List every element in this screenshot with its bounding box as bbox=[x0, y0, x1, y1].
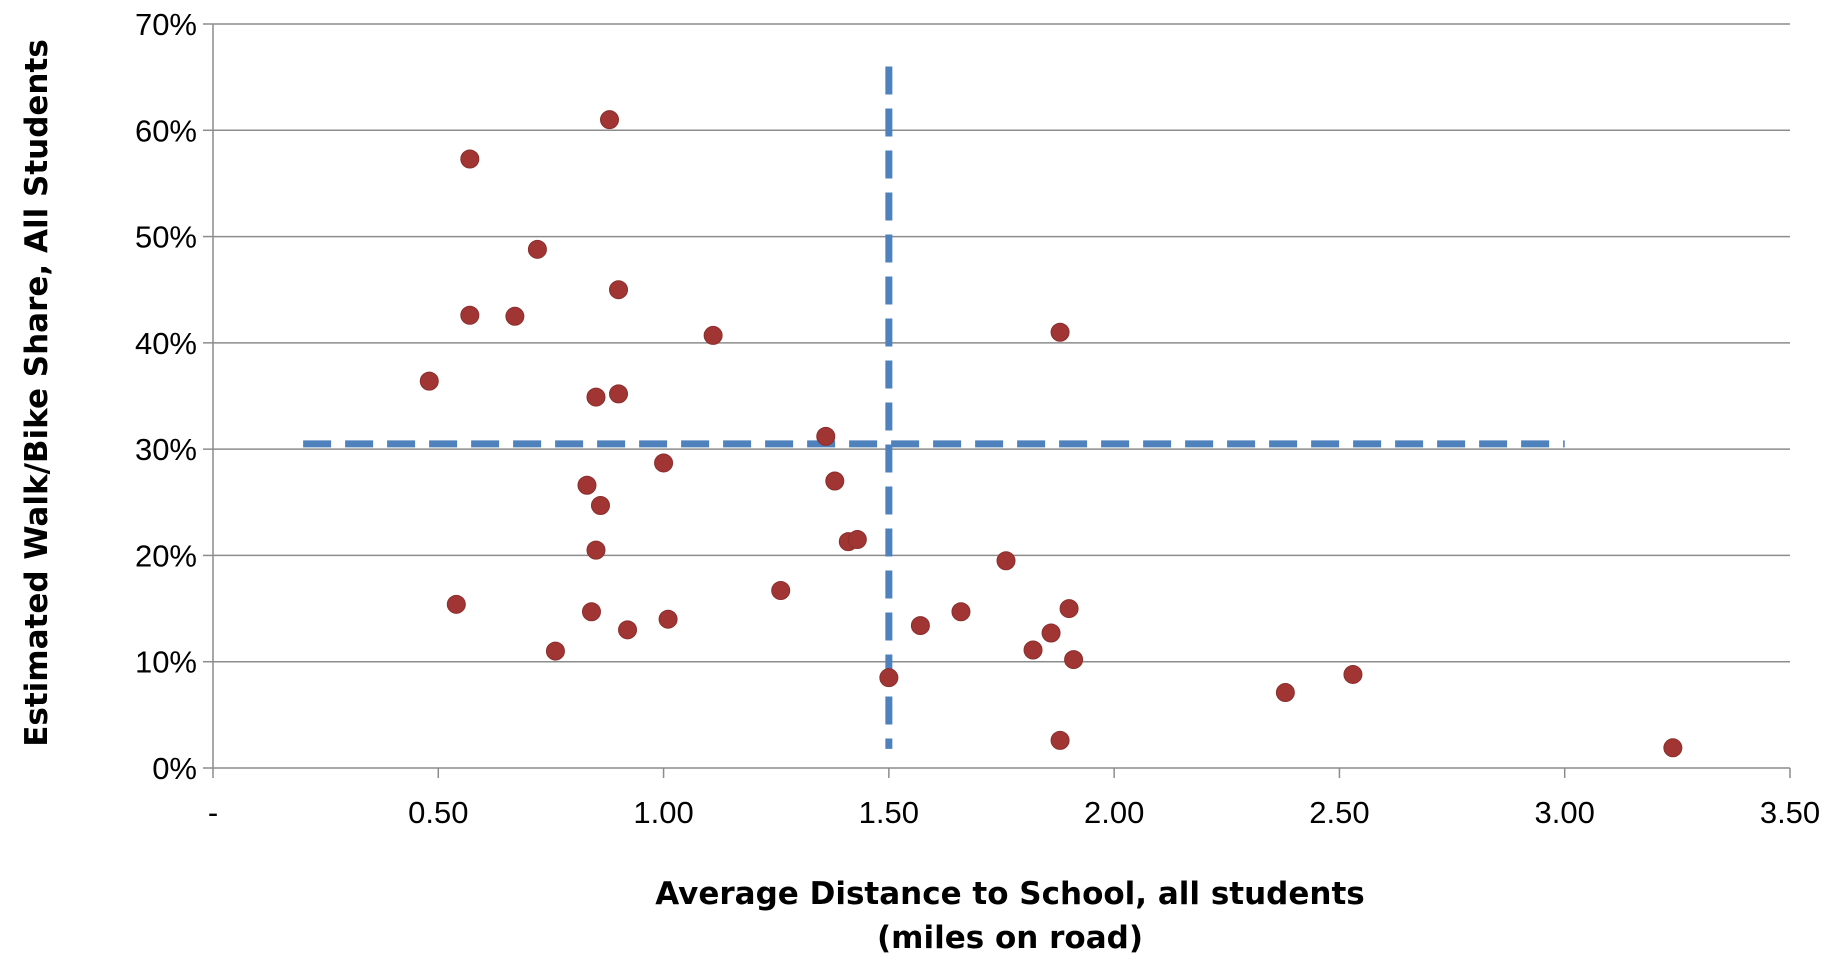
scatter-point bbox=[505, 306, 525, 326]
y-tick-label: 70% bbox=[135, 7, 197, 42]
scatter-point bbox=[609, 280, 629, 300]
scatter-point bbox=[586, 540, 606, 560]
scatter-point bbox=[771, 581, 791, 601]
scatter-point bbox=[1023, 640, 1043, 660]
y-tick-label: 20% bbox=[135, 538, 197, 573]
y-axis-title: Estimated Walk/Bike Share, All Students bbox=[19, 39, 55, 747]
y-tick-label: 0% bbox=[152, 751, 197, 786]
scatter-point bbox=[545, 641, 565, 661]
scatter-point bbox=[703, 325, 723, 345]
scatter-point bbox=[825, 471, 845, 491]
tick-labels: 0% 10% 20% 30% 40% 50% 60% 70% - 0.50 1.00 1.50 2.00… bbox=[135, 7, 1820, 830]
x-axis-title: Average Distance to School, all students bbox=[655, 876, 1364, 912]
scatter-point bbox=[609, 384, 629, 404]
scatter-point bbox=[654, 453, 674, 473]
scatter-point bbox=[527, 239, 547, 259]
scatter-point bbox=[1343, 664, 1363, 684]
x-tick-label: - bbox=[208, 795, 218, 830]
scatter-point bbox=[577, 475, 597, 495]
scatter-point bbox=[816, 426, 836, 446]
scatter-point bbox=[581, 602, 601, 622]
y-tick-label: 50% bbox=[135, 220, 197, 255]
x-axis-subtitle: (miles on road) bbox=[877, 920, 1143, 954]
scatter-point bbox=[586, 387, 606, 407]
scatter-point bbox=[460, 149, 480, 169]
x-tick-label: 0.50 bbox=[408, 795, 468, 830]
scatter-point bbox=[446, 594, 466, 614]
y-tick-label: 30% bbox=[135, 432, 197, 467]
y-tick-label: 40% bbox=[135, 326, 197, 361]
scatter-point bbox=[951, 602, 971, 622]
scatter-point bbox=[590, 495, 610, 515]
scatter-point bbox=[618, 620, 638, 640]
scatter-point bbox=[1663, 738, 1683, 758]
scatter-point bbox=[1050, 730, 1070, 750]
scatter-point bbox=[658, 609, 678, 629]
scatter-point bbox=[1059, 599, 1079, 619]
x-tick-label: 3.00 bbox=[1535, 795, 1595, 830]
scatter-point bbox=[1275, 683, 1295, 703]
x-tick-label: 1.00 bbox=[633, 795, 693, 830]
scatter-point bbox=[879, 668, 899, 688]
scatter-point bbox=[600, 110, 620, 130]
scatter-point bbox=[910, 616, 930, 636]
y-tick-label: 10% bbox=[135, 645, 197, 680]
scatter-point bbox=[419, 371, 439, 391]
axes bbox=[203, 23, 1791, 778]
scatter-point bbox=[847, 529, 867, 549]
scatter-point bbox=[460, 305, 480, 325]
x-tick-label: 3.50 bbox=[1760, 795, 1820, 830]
x-tick-label: 2.50 bbox=[1309, 795, 1369, 830]
data-points bbox=[419, 110, 1683, 758]
scatter-point bbox=[996, 551, 1016, 571]
reference-lines bbox=[303, 66, 1565, 749]
scatter-point bbox=[1064, 650, 1084, 670]
x-tick-label: 2.00 bbox=[1084, 795, 1144, 830]
y-tick-label: 60% bbox=[135, 113, 197, 148]
scatter-point bbox=[1050, 322, 1070, 342]
scatter-point bbox=[1041, 623, 1061, 643]
x-tick-label: 1.50 bbox=[859, 795, 919, 830]
gridlines bbox=[213, 23, 1790, 663]
